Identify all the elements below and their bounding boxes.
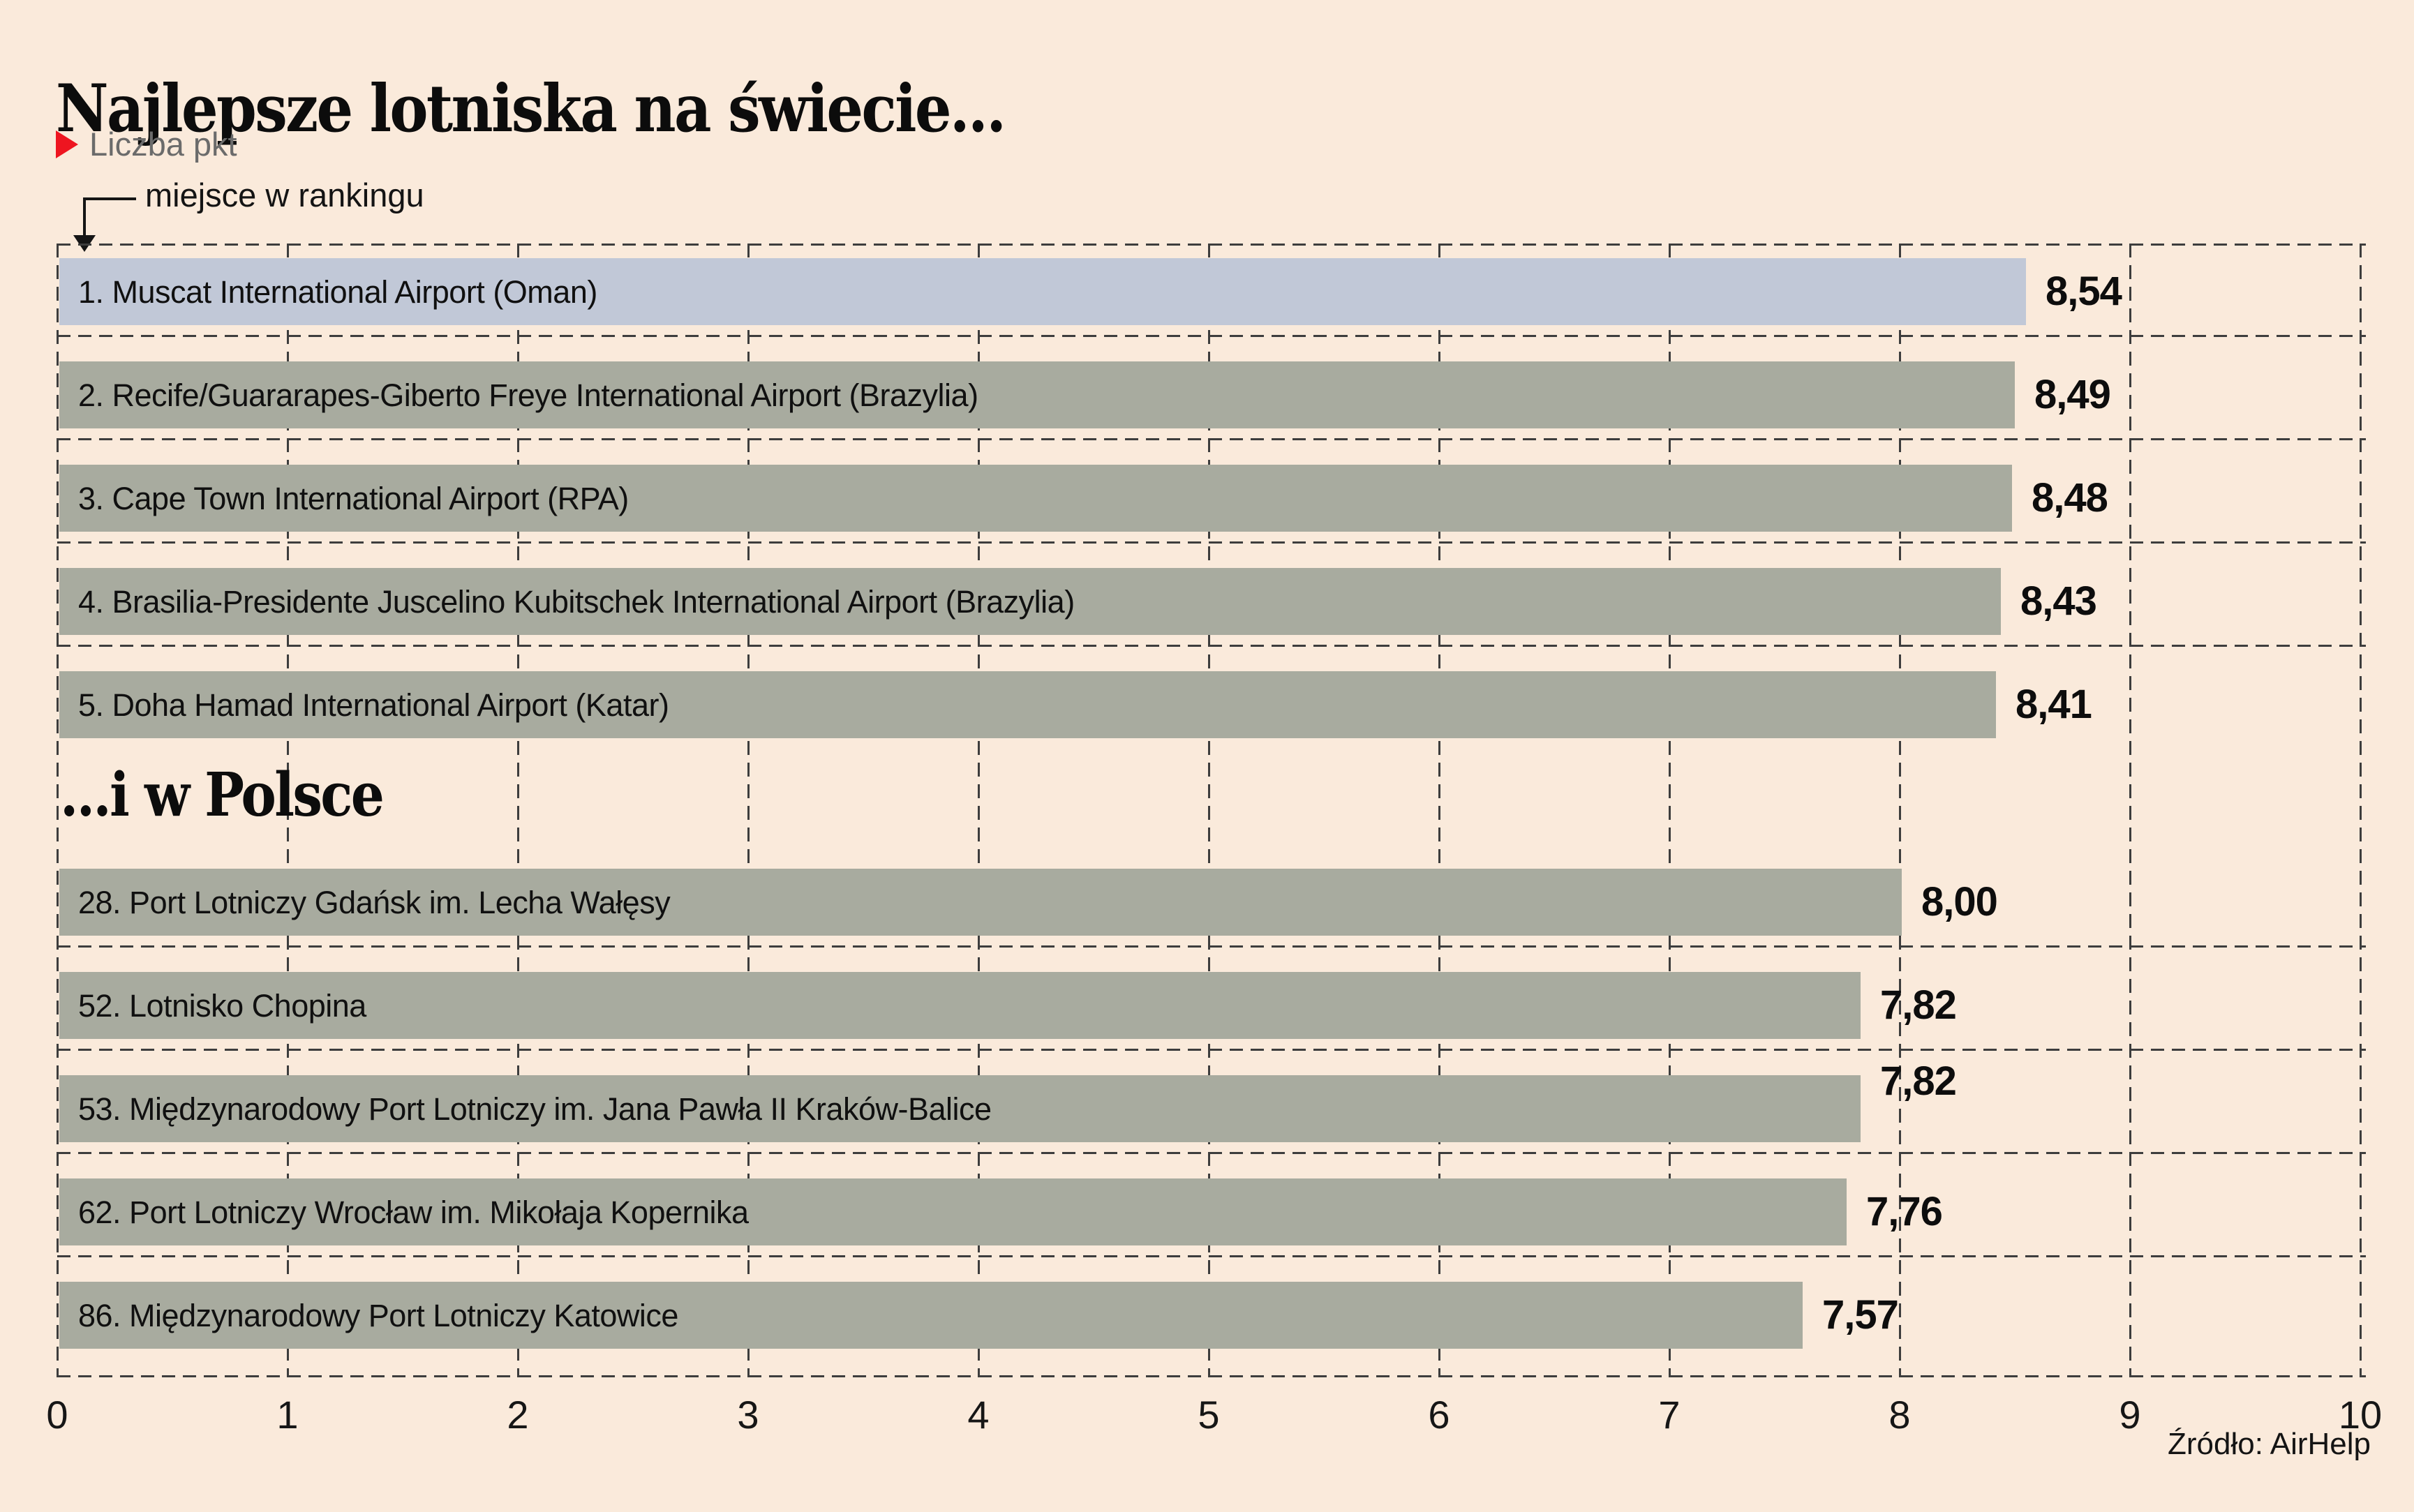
bar-label-rank-2: 2. Recife/Guararapes-Giberto Freye Inter… <box>78 377 978 413</box>
axis-tick-label-10: 10 <box>2338 1393 2383 1437</box>
bar-label-rank-28: 28. Port Lotniczy Gdańsk im. Lecha Wałęs… <box>78 884 671 920</box>
value-label-rank-1: 8,54 <box>2046 269 2122 314</box>
gridline-vertical-7 <box>1669 244 1671 1377</box>
axis-tick-label-5: 5 <box>1198 1393 1220 1437</box>
bar-rank-53: 53. Międzynarodowy Port Lotniczy im. Jan… <box>59 1075 1861 1142</box>
row-separator-dashed-line <box>57 645 2366 647</box>
value-label-rank-52: 7,82 <box>1880 982 1957 1028</box>
gridline-vertical-1 <box>287 244 289 1377</box>
bar-rank-4: 4. Brasilia-Presidente Juscelino Kubitsc… <box>59 568 2001 635</box>
bar-rank-5: 5. Doha Hamad International Airport (Kat… <box>59 671 1996 738</box>
axis-tick-label-3: 3 <box>737 1393 759 1437</box>
row-separator-dashed-line <box>57 335 2366 337</box>
axis-tick-label-0: 0 <box>46 1393 68 1437</box>
page-title: Najlepsze lotniska na świecie... <box>56 70 1006 147</box>
value-label-rank-53: 7,82 <box>1880 1058 1957 1104</box>
source-credit: Źródło: AirHelp <box>2167 1427 2371 1461</box>
bar-rank-1: 1. Muscat International Airport (Oman) <box>59 258 2026 325</box>
value-label-rank-28: 8,00 <box>1921 879 1998 925</box>
rank-arrow-vertical-line <box>83 197 86 237</box>
bar-label-rank-52: 52. Lotnisko Chopina <box>78 987 366 1024</box>
row-separator-dashed-line <box>57 541 2366 544</box>
bar-rank-3: 3. Cape Town International Airport (RPA) <box>59 465 2012 532</box>
chart-bottom-dashed-line <box>57 1375 2366 1377</box>
gridline-vertical-2 <box>517 244 519 1377</box>
gridline-vertical-0 <box>57 244 59 1377</box>
value-label-rank-86: 7,57 <box>1822 1292 1899 1338</box>
row-separator-dashed-line <box>57 1255 2366 1257</box>
plot-area: ...i w Polsce 1. Muscat International Ai… <box>57 244 2366 1377</box>
value-label-rank-4: 8,43 <box>2020 578 2097 624</box>
bar-label-rank-86: 86. Międzynarodowy Port Lotniczy Katowic… <box>78 1297 678 1333</box>
gridline-vertical-9 <box>2129 244 2131 1377</box>
row-separator-dashed-line <box>57 1152 2366 1154</box>
axis-tick-label-6: 6 <box>1428 1393 1450 1437</box>
gridline-vertical-3 <box>747 244 750 1377</box>
value-legend: Liczba pkt <box>56 128 237 160</box>
section-heading-poland: ...i w Polsce <box>60 760 385 830</box>
gridline-vertical-8 <box>1899 244 1901 1377</box>
axis-tick-label-4: 4 <box>967 1393 990 1437</box>
gridline-vertical-5 <box>1208 244 1210 1377</box>
bar-rank-52: 52. Lotnisko Chopina <box>59 972 1861 1039</box>
row-separator-dashed-line <box>57 438 2366 440</box>
row-separator-dashed-line <box>57 1049 2366 1051</box>
axis-tick-label-7: 7 <box>1658 1393 1681 1437</box>
gridline-vertical-4 <box>978 244 980 1377</box>
bar-rank-2: 2. Recife/Guararapes-Giberto Freye Inter… <box>59 361 2015 428</box>
bar-rank-62: 62. Port Lotniczy Wrocław im. Mikołaja K… <box>59 1178 1847 1245</box>
axis-tick-label-9: 9 <box>2119 1393 2141 1437</box>
axis-tick-label-1: 1 <box>276 1393 299 1437</box>
bar-rank-28: 28. Port Lotniczy Gdańsk im. Lecha Wałęs… <box>59 869 1902 936</box>
rank-annotation-label: miejsce w rankingu <box>145 177 424 214</box>
bar-label-rank-5: 5. Doha Hamad International Airport (Kat… <box>78 687 669 723</box>
axis-tick-label-2: 2 <box>507 1393 529 1437</box>
bar-rank-86: 86. Międzynarodowy Port Lotniczy Katowic… <box>59 1282 1803 1349</box>
chart-top-dashed-line <box>57 244 2366 246</box>
axis-tick-label-8: 8 <box>1888 1393 1911 1437</box>
bar-label-rank-3: 3. Cape Town International Airport (RPA) <box>78 480 629 516</box>
bar-label-rank-4: 4. Brasilia-Presidente Juscelino Kubitsc… <box>78 583 1075 620</box>
row-separator-dashed-line <box>57 945 2366 948</box>
bar-label-rank-1: 1. Muscat International Airport (Oman) <box>78 274 597 310</box>
legend-label: Liczba pkt <box>89 126 237 163</box>
value-label-rank-62: 7,76 <box>1866 1189 1943 1234</box>
gridline-vertical-6 <box>1438 244 1440 1377</box>
bar-label-rank-62: 62. Port Lotniczy Wrocław im. Mikołaja K… <box>78 1194 749 1230</box>
value-label-rank-3: 8,48 <box>2032 475 2108 521</box>
value-label-rank-2: 8,49 <box>2034 372 2111 417</box>
value-label-rank-5: 8,41 <box>2016 682 2092 727</box>
gridline-vertical-10 <box>2360 244 2362 1377</box>
red-triangle-icon <box>56 130 78 158</box>
bar-label-rank-53: 53. Międzynarodowy Port Lotniczy im. Jan… <box>78 1091 992 1127</box>
rank-arrow-horizontal-line <box>83 197 136 200</box>
